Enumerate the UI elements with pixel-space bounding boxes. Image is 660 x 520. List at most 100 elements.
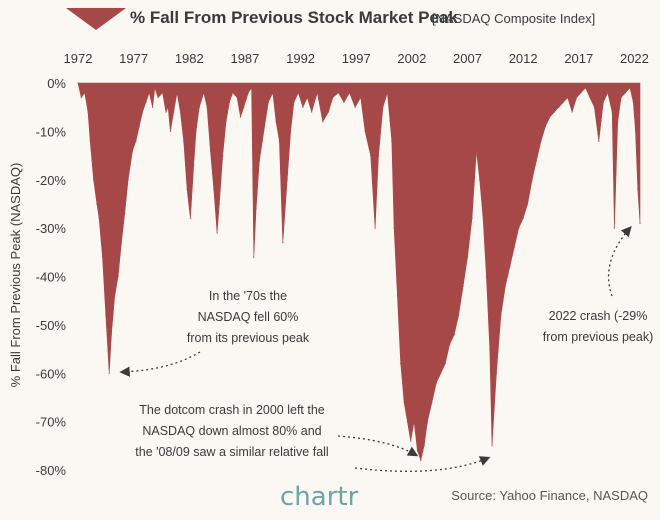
arrow-70s <box>119 351 201 377</box>
data-point-43 <box>216 232 218 234</box>
data-point-80 <box>370 155 372 157</box>
data-point-60 <box>275 121 277 123</box>
annotation-2: 2022 crash (-29% from previous peak) <box>543 309 653 344</box>
data-point-133 <box>584 87 587 89</box>
data-point-25 <box>157 96 159 99</box>
data-point-2 <box>84 92 86 94</box>
annotation-1-line-0: The dotcom crash in 2000 left the <box>139 403 325 417</box>
y-tick-labels: 0% -10% -20% -30% -40% -50% -60% -70% -80% <box>36 76 67 478</box>
data-point-76 <box>348 92 351 94</box>
data-point-48 <box>232 92 234 94</box>
data-point-6 <box>96 203 98 205</box>
y-tick-4: -40% <box>36 270 67 285</box>
data-point-46 <box>225 121 227 123</box>
data-point-97 <box>431 401 433 403</box>
data-point-54 <box>253 256 255 258</box>
data-point-110 <box>485 275 487 278</box>
data-point-148 <box>639 222 641 224</box>
data-point-88 <box>400 363 402 365</box>
arrow-0809 <box>354 456 491 472</box>
data-point-127 <box>558 106 560 108</box>
x-tick-2007: 2007 <box>453 51 482 66</box>
data-point-36 <box>193 164 195 166</box>
data-point-135 <box>593 106 596 108</box>
y-tick-7: -70% <box>36 415 67 430</box>
data-point-108 <box>479 179 481 181</box>
data-point-145 <box>632 101 634 103</box>
data-point-121 <box>531 179 533 181</box>
data-point-37 <box>195 130 197 132</box>
data-point-98 <box>435 382 437 384</box>
chart-title: % Fall From Previous Stock Market Peak <box>130 8 458 27</box>
data-point-139 <box>611 111 613 113</box>
data-point-17 <box>131 150 134 152</box>
annotation-1-line-2: the '08/09 saw a similar relative fall <box>135 445 328 459</box>
data-point-11 <box>110 334 112 336</box>
x-tick-2002: 2002 <box>397 51 426 66</box>
data-point-63 <box>286 179 288 181</box>
data-point-131 <box>576 96 578 99</box>
data-point-102 <box>453 334 455 336</box>
data-point-84 <box>386 92 388 94</box>
data-point-105 <box>466 256 469 258</box>
data-point-34 <box>186 188 188 190</box>
data-point-142 <box>620 96 622 99</box>
annotation-0-line-1: NASDAQ fell 60% <box>198 310 299 324</box>
data-point-126 <box>553 111 555 113</box>
x-tick-1982: 1982 <box>175 51 204 66</box>
data-point-40 <box>206 106 208 108</box>
data-point-87 <box>396 295 398 297</box>
x-tick-1992: 1992 <box>286 51 315 66</box>
data-point-57 <box>263 130 265 132</box>
annotations: In the '70s the NASDAQ fell 60% from its p… <box>135 289 653 459</box>
data-point-51 <box>243 106 245 108</box>
data-point-68 <box>306 96 308 99</box>
data-point-24 <box>154 87 156 89</box>
data-point-0 <box>77 82 79 84</box>
data-point-75 <box>343 101 345 103</box>
x-tick-1987: 1987 <box>230 51 259 66</box>
data-point-117 <box>513 246 515 249</box>
data-point-73 <box>332 96 334 99</box>
x-tick-2022: 2022 <box>620 51 649 66</box>
data-point-89 <box>403 401 405 403</box>
y-tick-3: -30% <box>36 221 67 236</box>
data-point-32 <box>179 111 181 113</box>
annotation-1-line-1: NASDAQ down almost 80% and <box>142 424 321 438</box>
data-point-56 <box>258 159 260 161</box>
data-point-69 <box>311 111 313 113</box>
data-point-120 <box>527 203 529 205</box>
data-point-59 <box>272 92 274 94</box>
data-point-114 <box>500 314 502 316</box>
data-point-119 <box>522 217 524 219</box>
data-point-29 <box>169 130 171 132</box>
x-tick-2012: 2012 <box>509 51 538 66</box>
data-point-93 <box>416 450 418 452</box>
data-point-113 <box>495 372 497 374</box>
data-point-78 <box>360 96 362 99</box>
y-tick-6: -60% <box>36 366 67 381</box>
data-point-106 <box>471 217 473 219</box>
data-point-39 <box>203 92 205 94</box>
data-point-109 <box>482 217 484 219</box>
data-point-124 <box>544 125 547 128</box>
x-tick-2017: 2017 <box>564 51 593 66</box>
data-point-86 <box>393 227 395 229</box>
data-point-94 <box>420 459 422 461</box>
x-tick-1977: 1977 <box>119 51 148 66</box>
data-point-7 <box>98 217 100 219</box>
data-point-8 <box>101 256 104 258</box>
x-tick-1997: 1997 <box>342 51 371 66</box>
data-point-82 <box>377 155 380 157</box>
data-point-122 <box>535 159 538 161</box>
annotation-2-line-0: 2022 crash (-29% <box>549 309 648 323</box>
data-point-16 <box>127 179 129 181</box>
data-point-23 <box>152 106 154 108</box>
x-tick-labels: 1972 1977 1982 1987 1992 1997 2002 2007 2012 2017… <box>64 51 649 66</box>
data-point-65 <box>293 101 295 103</box>
data-point-95 <box>423 445 425 447</box>
y-tick-0: 0% <box>47 76 66 91</box>
data-point-35 <box>189 217 191 219</box>
data-point-129 <box>567 96 569 99</box>
